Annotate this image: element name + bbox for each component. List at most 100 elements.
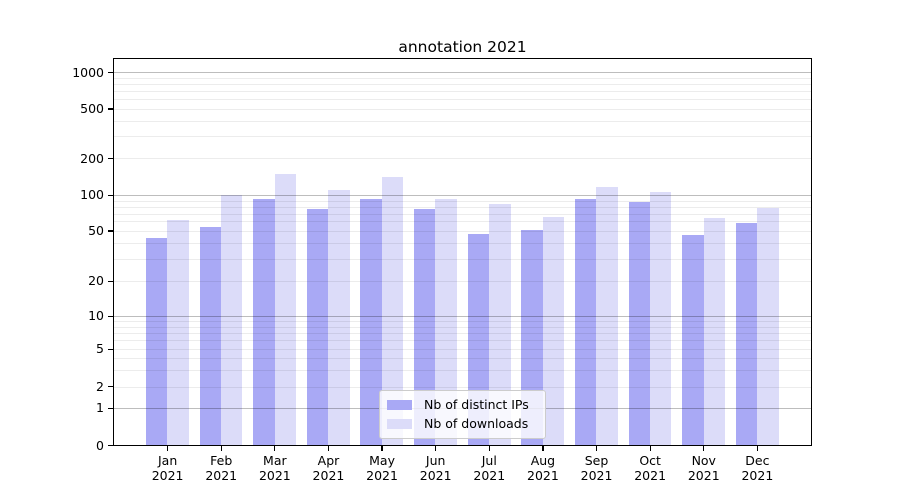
x-tick-label: Feb 2021 [205, 452, 238, 484]
bar-downloads-jul [489, 204, 511, 446]
y-tick [107, 230, 114, 232]
gridline-minor [113, 221, 811, 223]
legend-label-downloads: Nb of downloads [424, 416, 529, 431]
legend: Nb of distinct IPs Nb of downloads [379, 390, 546, 439]
gridline-minor [113, 280, 811, 282]
bar-downloads-aug [542, 217, 565, 446]
x-tick-label: Jul 2021 [473, 452, 506, 484]
gridline-minor [113, 213, 811, 215]
gridline-minor [113, 243, 811, 245]
gridline-minor [113, 120, 811, 122]
bar-downloads-jun [435, 198, 457, 446]
bar-downloads-mar [274, 173, 297, 446]
gridline-major [113, 72, 811, 74]
x-tick [435, 445, 437, 452]
x-tick [542, 445, 544, 452]
y-tick-label: 50 [88, 223, 104, 239]
y-tick [107, 72, 114, 74]
gridline-minor [113, 258, 811, 260]
grid-layer [113, 59, 811, 446]
plot-area [112, 57, 812, 447]
bar-distinct-ips-jan [145, 237, 168, 446]
chart-title: annotation 2021 [398, 38, 527, 56]
gridline-minor [113, 200, 811, 202]
gridline-minor [113, 91, 811, 93]
gridline-minor [113, 206, 811, 208]
bars-layer [114, 59, 811, 446]
gridline-minor [113, 136, 811, 138]
x-tick-label: Sep 2021 [580, 452, 613, 484]
y-tick [107, 348, 114, 350]
legend-label-distinct-ips: Nb of distinct IPs [424, 397, 529, 412]
x-tick [756, 445, 758, 452]
y-tick-label: 1 [96, 400, 104, 416]
y-tick-label: 5 [96, 341, 104, 357]
bar-downloads-may [381, 177, 404, 446]
bar-distinct-ips-nov [682, 235, 704, 446]
gridline-minor [113, 84, 811, 86]
y-tick-label: 100 [80, 187, 104, 203]
x-tick-label: Aug 2021 [527, 452, 559, 484]
y-tick [107, 445, 114, 447]
x-tick [327, 445, 330, 452]
gridline-minor [113, 340, 811, 342]
gridline-major [113, 195, 811, 197]
x-tick-label: Mar 2021 [258, 452, 291, 484]
gridline-minor [113, 321, 811, 323]
y-tick [107, 315, 114, 317]
x-tick-label: May 2021 [366, 452, 398, 484]
bar-distinct-ips-dec [735, 223, 758, 446]
x-tick [595, 445, 598, 452]
y-tick-label: 20 [88, 273, 104, 289]
y-tick-label: 1000 [72, 64, 104, 80]
y-tick [107, 407, 114, 409]
gridline-minor [113, 78, 811, 79]
bar-downloads-feb [221, 195, 243, 446]
y-tick [107, 158, 114, 160]
x-tick-label: Oct 2021 [634, 452, 667, 484]
bar-downloads-sep [596, 186, 618, 446]
x-tick [649, 445, 651, 452]
gridline-minor [113, 333, 811, 335]
x-tick-label: Jun 2021 [419, 452, 452, 484]
bar-distinct-ips-apr [306, 209, 329, 446]
bar-distinct-ips-mar [253, 199, 275, 446]
x-tick-label: Jan 2021 [151, 452, 184, 484]
gridline-minor [113, 326, 811, 328]
bar-downloads-dec [757, 207, 779, 446]
x-tick [488, 445, 490, 452]
y-tick-label: 200 [80, 150, 104, 166]
legend-swatch-distinct-ips [387, 399, 412, 410]
gridline-minor [113, 230, 811, 232]
gridline-minor [113, 99, 811, 101]
y-tick [107, 280, 114, 282]
gridline-minor [113, 158, 811, 160]
x-tick [381, 445, 383, 452]
bar-downloads-apr [328, 190, 350, 446]
bar-distinct-ips-jun [414, 209, 436, 446]
y-tick-label: 500 [80, 101, 104, 117]
gridline-major [113, 316, 811, 318]
y-tick [107, 194, 114, 196]
gridline-minor [113, 348, 811, 350]
x-tick [167, 445, 169, 452]
bar-distinct-ips-may [360, 198, 382, 446]
gridline-minor [113, 369, 811, 371]
y-tick-label: 2 [96, 378, 104, 394]
bar-distinct-ips-oct [628, 202, 650, 446]
gridline-minor [113, 386, 811, 388]
gridline-minor [113, 108, 811, 110]
legend-swatch-downloads [387, 418, 412, 429]
bar-distinct-ips-feb [199, 226, 222, 446]
x-tick-label: Apr 2021 [312, 452, 345, 484]
x-tick [220, 445, 222, 452]
y-tick-label: 0 [96, 437, 104, 453]
bar-downloads-oct [649, 192, 672, 446]
bar-downloads-nov [703, 218, 725, 446]
gridline-minor [113, 358, 811, 360]
legend-entry-distinct-ips: Nb of distinct IPs [387, 395, 537, 414]
x-tick-label: Nov 2021 [687, 452, 720, 484]
y-tick-label: 10 [88, 308, 104, 324]
